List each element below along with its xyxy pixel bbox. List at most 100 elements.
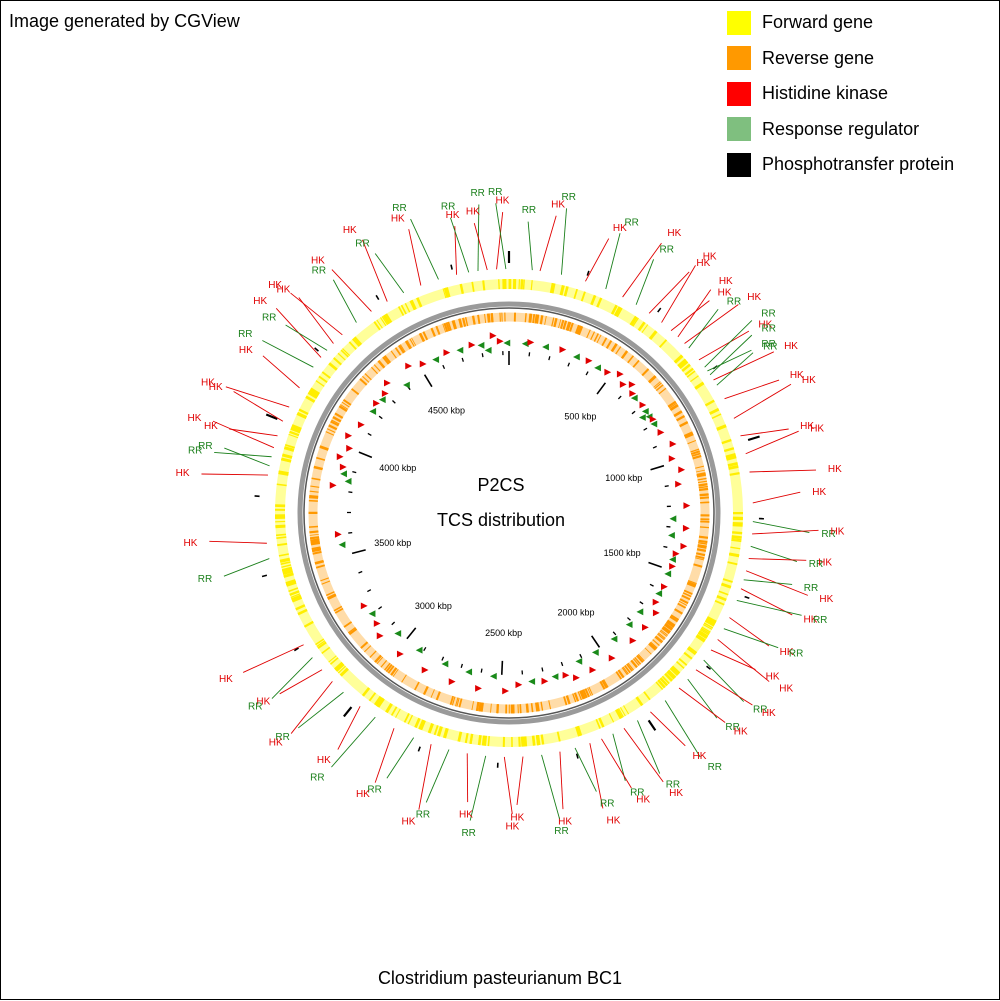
histidine-kinase-marker bbox=[642, 624, 649, 631]
histidine-kinase-label: HK bbox=[810, 423, 824, 434]
histidine-kinase-label: HK bbox=[667, 228, 681, 239]
histidine-kinase-marker bbox=[330, 482, 337, 489]
response-regulator-marker bbox=[655, 590, 662, 597]
histidine-kinase-marker bbox=[589, 667, 596, 674]
forward-gene-stripe bbox=[280, 559, 290, 561]
inner-tick-mark bbox=[618, 396, 621, 399]
histidine-kinase-label: HK bbox=[669, 788, 683, 799]
reverse-gene-stripe bbox=[525, 313, 526, 322]
legend-label: Response regulator bbox=[762, 119, 919, 140]
legend-swatch bbox=[727, 82, 751, 106]
histidine-kinase-marker bbox=[490, 332, 497, 339]
inner-tick-mark bbox=[529, 352, 530, 356]
outer-tick-mark bbox=[344, 707, 352, 716]
histidine-kinase-marker bbox=[683, 525, 690, 532]
histidine-kinase-label: HK bbox=[391, 213, 405, 224]
feature-leader-line bbox=[740, 429, 788, 436]
response-regulator-marker bbox=[594, 364, 601, 371]
histidine-kinase-label: HK bbox=[818, 558, 832, 569]
histidine-kinase-marker bbox=[515, 681, 522, 688]
forward-gene-stripe bbox=[483, 736, 484, 746]
histidine-kinase-marker bbox=[680, 543, 687, 550]
histidine-kinase-marker bbox=[669, 455, 676, 462]
inner-tick-mark bbox=[653, 446, 657, 448]
response-regulator-label: RR bbox=[554, 826, 568, 837]
reverse-gene-stripe bbox=[700, 495, 709, 496]
feature-leader-line bbox=[263, 356, 300, 388]
forward-gene-stripe bbox=[542, 735, 543, 745]
feature-leader-line bbox=[714, 352, 774, 380]
response-regulator-label: RR bbox=[470, 188, 484, 199]
response-regulator-label: RR bbox=[762, 324, 776, 335]
feature-leader-line bbox=[540, 216, 556, 271]
histidine-kinase-marker bbox=[630, 637, 637, 644]
response-regulator-marker bbox=[339, 541, 346, 548]
reverse-gene-stripe bbox=[532, 703, 533, 712]
histidine-kinase-label: HK bbox=[784, 341, 798, 352]
feature-leader-line bbox=[528, 222, 532, 270]
histidine-kinase-label: HK bbox=[317, 755, 331, 766]
outer-tick-mark bbox=[262, 575, 267, 576]
response-regulator-marker bbox=[592, 649, 599, 656]
histidine-kinase-marker bbox=[653, 609, 660, 616]
histidine-kinase-marker bbox=[673, 550, 680, 557]
tick-label: 2500 kbp bbox=[485, 628, 522, 638]
forward-gene-stripe bbox=[277, 544, 287, 545]
histidine-kinase-label: HK bbox=[466, 207, 480, 218]
feature-leader-line bbox=[746, 431, 799, 454]
histidine-kinase-marker bbox=[683, 502, 690, 509]
inner-tick-mark bbox=[443, 365, 445, 369]
feature-leader-line bbox=[662, 265, 696, 322]
feature-leader-line bbox=[649, 272, 689, 313]
histidine-kinase-label: HK bbox=[703, 251, 717, 262]
feature-leader-line bbox=[734, 384, 791, 418]
response-regulator-marker bbox=[636, 608, 643, 615]
inner-tick-mark bbox=[542, 668, 543, 672]
inner-tick-mark bbox=[597, 383, 605, 394]
inner-tick-mark bbox=[644, 428, 647, 430]
reverse-gene-stripe bbox=[698, 541, 707, 542]
histidine-kinase-label: HK bbox=[812, 487, 826, 498]
feature-leader-line bbox=[542, 755, 560, 819]
feature-leader-line bbox=[338, 706, 360, 749]
forward-gene-stripe bbox=[524, 279, 525, 289]
response-regulator-marker bbox=[416, 647, 423, 654]
legend-item-phosphotransfer-protein: Phosphotransfer protein bbox=[727, 151, 954, 178]
feature-leader-line bbox=[750, 470, 816, 472]
response-regulator-label: RR bbox=[310, 772, 324, 783]
inner-tick-mark bbox=[632, 411, 635, 414]
response-regulator-marker bbox=[403, 382, 410, 389]
feature-leader-line bbox=[685, 304, 739, 343]
histidine-kinase-marker bbox=[340, 464, 347, 471]
tick-label: 1000 kbp bbox=[605, 473, 642, 483]
forward-gene-stripe bbox=[533, 736, 534, 746]
inner-tick-mark bbox=[442, 657, 444, 661]
inner-tick-mark bbox=[407, 628, 416, 639]
forward-gene-stripe bbox=[732, 536, 742, 537]
reverse-gene-stripe bbox=[492, 313, 493, 322]
histidine-kinase-marker bbox=[669, 563, 676, 570]
response-regulator-marker bbox=[552, 673, 559, 680]
legend-item-response-regulator: Response regulator bbox=[727, 116, 954, 143]
forward-gene-stripe bbox=[275, 526, 285, 527]
response-regulator-label: RR bbox=[804, 583, 818, 594]
reverse-gene-stripe bbox=[699, 489, 708, 490]
inner-tick-mark bbox=[367, 590, 370, 592]
feature-leader-line bbox=[333, 280, 356, 323]
histidine-kinase-marker bbox=[497, 338, 504, 345]
response-regulator-marker bbox=[379, 396, 386, 403]
reverse-gene-stripe bbox=[520, 704, 521, 713]
legend-swatch bbox=[727, 11, 751, 35]
histidine-kinase-marker bbox=[443, 349, 450, 356]
histidine-kinase-marker bbox=[502, 688, 509, 695]
feature-leader-line bbox=[229, 429, 277, 436]
histidine-kinase-marker bbox=[358, 421, 365, 428]
feature-leader-line bbox=[426, 750, 449, 803]
forward-gene-stripe bbox=[479, 735, 480, 745]
response-regulator-marker bbox=[369, 610, 376, 617]
response-regulator-marker bbox=[575, 658, 582, 665]
outer-tick-mark bbox=[658, 308, 661, 312]
histidine-kinase-label: HK bbox=[459, 809, 473, 820]
histidine-kinase-marker bbox=[345, 432, 352, 439]
feature-leader-line bbox=[749, 559, 807, 561]
